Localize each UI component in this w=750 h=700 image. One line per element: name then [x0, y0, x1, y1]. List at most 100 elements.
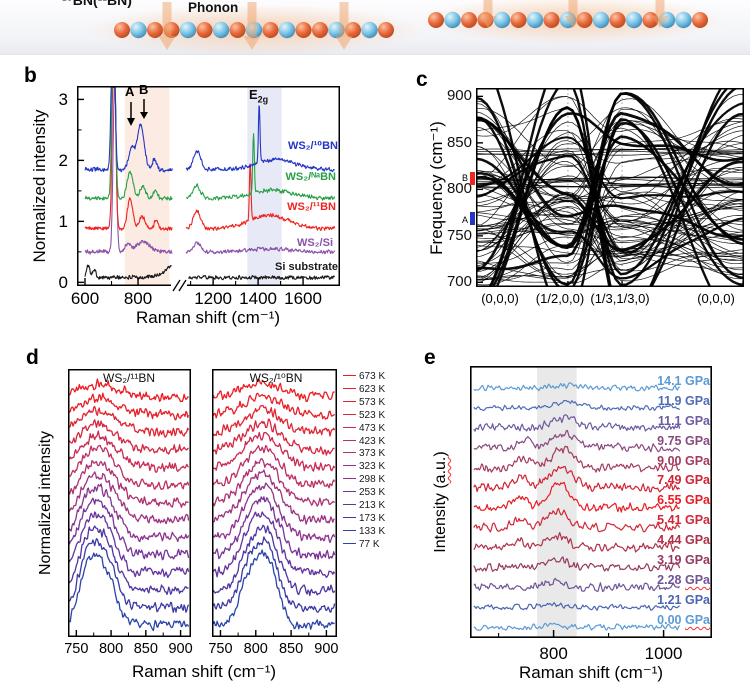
panel-d-letter: d [26, 346, 39, 369]
pressure-value: 4.44 [657, 533, 685, 548]
pressure-value: 11.1 [657, 413, 685, 428]
legend-label: 173 K [359, 512, 386, 524]
legend-item: 298 K [343, 474, 385, 485]
legend-item: 473 K [343, 423, 385, 434]
phonon-arrow-icon [158, 36, 176, 50]
legend-swatch [343, 491, 356, 493]
pressure-unit: GPa [684, 433, 710, 448]
legend-item: 623 K [343, 384, 385, 395]
legend-label: 523 K [359, 409, 386, 421]
panel-b-xtick: 1200 [194, 289, 233, 308]
pressure-label: 1.21 GPa [657, 593, 710, 607]
panel-b-ytick: 2 [58, 151, 68, 170]
pressure-value: 2.28 [657, 573, 685, 588]
panel-c-kpoint: (0,0,0) [697, 291, 735, 306]
panel-b-xtick: 600 [70, 289, 100, 308]
pressure-unit: GPa [684, 393, 710, 408]
panel-c-ytick: 750 [446, 226, 472, 244]
panel-c-ytick: 700 [446, 273, 472, 291]
panel-e-xtick: 800 [539, 644, 568, 663]
legend-label: 423 K [359, 435, 386, 447]
pressure-unit: GPa [684, 473, 710, 488]
legend-swatch [343, 542, 356, 544]
phonon-arrow-icon [479, 16, 497, 28]
legend-label: 373 K [359, 448, 386, 460]
legend-label: 323 K [359, 461, 386, 473]
curve-label: WS₂/Si [296, 237, 333, 249]
panel-e-xtick: 1000 [644, 644, 683, 663]
legend-swatch [343, 375, 356, 376]
pressure-label: 11.9 GPa [658, 394, 710, 408]
panel-e-letter: e [424, 346, 436, 369]
panel-d-ylabel: Normalized intensity [37, 430, 54, 576]
legend-swatch [343, 426, 356, 428]
legend-swatch [343, 529, 356, 531]
peak-a-annotation: A [125, 84, 135, 99]
panel-b-letter: b [24, 64, 37, 87]
panel-b-ytick: 0 [58, 273, 68, 292]
pressure-label: 5.41 GPa [657, 513, 710, 527]
legend-item: 573 K [343, 397, 385, 408]
legend-swatch [343, 452, 356, 454]
phonon-arrow-icon [564, 16, 582, 28]
legend-item: 77 K [343, 539, 380, 550]
pressure-unit: GPa [684, 613, 710, 628]
pressure-label: 6.55 GPa [657, 493, 710, 507]
legend-swatch [343, 439, 356, 441]
legend-item: 373 K [343, 448, 385, 459]
legend-item: 323 K [343, 461, 385, 472]
curve-label: WS₂/¹⁰BN [287, 140, 338, 152]
pressure-label: 7.49 GPa [657, 473, 710, 487]
panel-b-ylabel: Normalized intensity [30, 109, 49, 263]
panel-b-xtick: 800 [123, 289, 153, 308]
pressure-unit: GPa [684, 493, 710, 508]
panel-c-letter: c [416, 68, 428, 91]
phonon-label: Phonon [188, 0, 239, 15]
panel-d-xtick: 800 [98, 641, 124, 657]
legend-swatch [343, 387, 356, 389]
pressure-value: 1.21 [657, 593, 685, 608]
panel-c-kpoint: (1/2,0,0) [535, 291, 585, 306]
panel-d-left-title: WS₂/¹¹BN [103, 371, 155, 385]
pressure-value: 14.1 [657, 373, 685, 388]
legend-swatch [343, 465, 356, 467]
legend-item: 213 K [343, 500, 385, 511]
legend-item: 173 K [343, 513, 385, 524]
panel-d-xtick: 850 [278, 641, 304, 657]
pressure-label: 2.28 GPa [657, 573, 710, 587]
mode-b-label: B [462, 173, 469, 183]
panel-c-ytick: 800 [446, 180, 472, 198]
panel-d-xlabel: Raman shift (cm⁻¹) [131, 662, 277, 681]
legend-label: 253 K [359, 487, 386, 499]
pressure-label: 14.1 GPa [657, 374, 710, 388]
legend-item: 253 K [343, 487, 385, 498]
panel-e-ylabel: Intensity (a.u.) [432, 451, 449, 553]
panel-c-kpoint: (1/3,1/3,0) [590, 291, 650, 306]
panel-c-ytick: 850 [446, 133, 472, 151]
panel-b-xtick: 1600 [284, 289, 322, 308]
panel-b-plot [77, 86, 340, 292]
panel-d-xtick: 900 [314, 641, 339, 657]
legend-item: 423 K [343, 436, 385, 447]
curve-label: Si substrate [275, 261, 338, 273]
panel-c-kpoint: (0,0,0) [481, 291, 519, 306]
panel-d-xtick: 900 [168, 641, 193, 657]
curve-label: WS₂/ᴺᵃBN [285, 171, 336, 183]
curve-label: WS₂/¹¹BN [287, 201, 336, 213]
panel-d-xtick: 750 [64, 641, 89, 657]
legend-item: 133 K [343, 526, 385, 537]
legend-item: 673 K [343, 371, 385, 382]
pressure-label: 3.19 GPa [657, 553, 710, 567]
panel-b-ytick: 3 [58, 90, 68, 109]
panel-b-xtick: 1400 [239, 289, 277, 308]
legend-swatch [343, 478, 356, 480]
pressure-value: 11.9 [657, 393, 685, 408]
pressure-unit: GPa [684, 533, 710, 548]
panel-b-xlabel: Raman shift (cm⁻¹) [135, 308, 281, 327]
pressure-value: 3.19 [657, 553, 685, 568]
phonon-schematic: ¹⁰BN(¹¹BN) Phonon [0, 0, 750, 56]
pressure-label: 0.00 GPa [657, 613, 710, 627]
pressure-value: 5.41 [657, 513, 685, 528]
schematic-canvas [85, 0, 727, 56]
